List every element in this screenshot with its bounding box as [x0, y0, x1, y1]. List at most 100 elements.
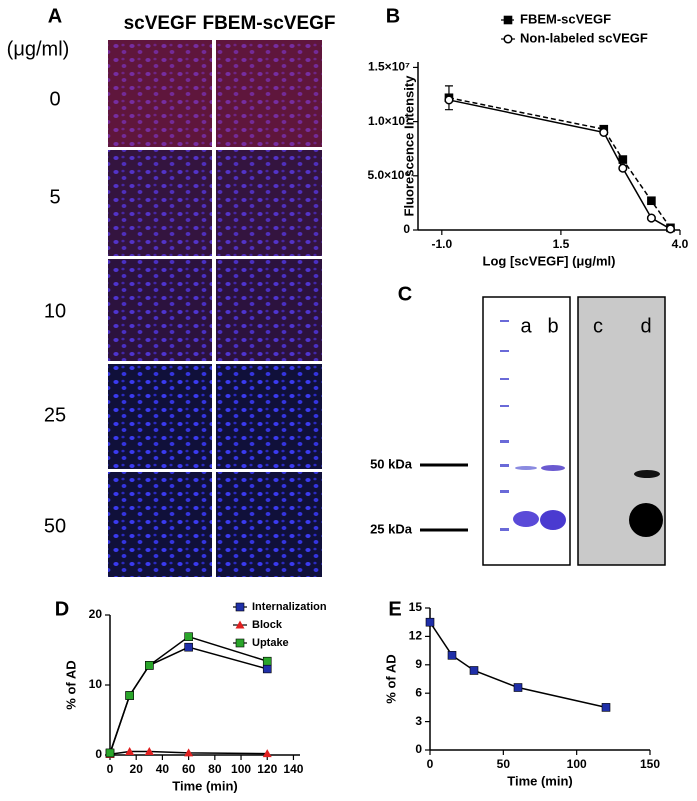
- point: [184, 632, 193, 642]
- y-tick-label: 20: [89, 607, 103, 621]
- micrograph-tint: [108, 259, 212, 361]
- panel-label: A: [48, 5, 62, 27]
- micrograph: [108, 40, 212, 147]
- y-tick-label: 10: [89, 677, 103, 691]
- legend-label: Internalization: [252, 601, 327, 613]
- point: [144, 747, 154, 755]
- point: [601, 703, 611, 712]
- x-tick-label: 60: [182, 762, 196, 776]
- band: [540, 510, 566, 530]
- point: [469, 666, 479, 675]
- lane-label: b: [547, 315, 558, 337]
- panel-label: D: [55, 598, 69, 620]
- legend-swatch: [235, 620, 245, 629]
- lane-label: d: [640, 315, 651, 337]
- lane-label: c: [593, 315, 603, 337]
- y-tick-label: 9: [415, 657, 422, 671]
- point: [646, 213, 656, 223]
- y-axis-label: Fluorescence Intensity: [401, 75, 416, 217]
- micrograph: [216, 259, 322, 361]
- legend-swatch: [503, 34, 513, 44]
- x-tick-label: 100: [567, 757, 587, 771]
- band: [634, 470, 660, 478]
- row-label: 5: [49, 186, 60, 208]
- point: [145, 661, 154, 670]
- micrograph: [108, 472, 212, 577]
- panel-label: B: [386, 5, 400, 27]
- x-tick-label: 100: [231, 762, 251, 776]
- x-tick-label: 4.0: [672, 237, 689, 251]
- lane-label: a: [520, 315, 532, 337]
- point: [125, 747, 135, 755]
- legend-swatch: [503, 15, 513, 25]
- x-tick-label: -1.0: [431, 237, 452, 251]
- x-tick-label: 0: [427, 757, 434, 771]
- row-label: 10: [44, 300, 66, 322]
- legend-label: FBEM-scVEGF: [520, 11, 611, 26]
- point: [262, 749, 272, 758]
- point: [599, 127, 609, 138]
- panel-label: C: [398, 283, 412, 305]
- y-tick-label: 15: [409, 600, 423, 614]
- x-axis-label: Log [scVEGF] (μg/ml): [483, 253, 616, 268]
- micrograph: [216, 40, 322, 147]
- series-line: [448, 99, 671, 230]
- micrograph: [108, 259, 212, 361]
- row-label: 50: [44, 515, 66, 537]
- x-axis-label: Time (min): [507, 773, 573, 788]
- point: [262, 664, 272, 674]
- micrograph-tint: [216, 150, 322, 256]
- panel-label: E: [388, 598, 401, 620]
- legend-label: Block: [252, 619, 283, 631]
- y-tick-label: 0: [403, 222, 410, 236]
- micrograph: [216, 472, 322, 577]
- column-header: scVEGF: [124, 13, 197, 34]
- point: [184, 748, 194, 757]
- x-tick-label: 80: [208, 762, 222, 776]
- y-tick-label: 0: [415, 742, 422, 756]
- y-axis-label: % of AD: [383, 654, 398, 703]
- x-tick-label: 0: [107, 762, 114, 776]
- series-line: [448, 97, 672, 229]
- micrograph: [108, 150, 212, 256]
- legend-swatch: [235, 638, 245, 648]
- x-tick-label: 140: [283, 762, 303, 776]
- x-axis-label: Time (min): [172, 778, 238, 793]
- marker-label: 25 kDa: [370, 521, 413, 536]
- column-header: FBEM-scVEGF: [202, 13, 335, 34]
- band: [541, 465, 565, 471]
- series-line: [109, 646, 268, 754]
- y-tick-label: 1.0×10⁷: [368, 114, 410, 128]
- y-tick-label: 5.0×10⁶: [367, 168, 410, 182]
- point: [665, 224, 676, 234]
- y-tick-label: 0: [95, 747, 102, 761]
- point: [262, 656, 272, 666]
- micrograph: [108, 364, 212, 469]
- point: [125, 691, 134, 700]
- point: [647, 196, 656, 206]
- micrograph-tint: [108, 150, 212, 256]
- x-tick-label: 40: [156, 762, 170, 776]
- micrograph-tint: [216, 40, 322, 147]
- micrograph: [216, 364, 322, 469]
- x-tick-label: 150: [640, 757, 660, 771]
- micrograph-tint: [216, 259, 322, 361]
- y-axis-label: % of AD: [63, 660, 78, 709]
- row-label: 0: [49, 88, 60, 110]
- legend-label: Non-labeled scVEGF: [520, 30, 648, 45]
- y-tick-label: 1.5×10⁷: [368, 60, 410, 74]
- y-tick-label: 3: [415, 714, 422, 728]
- band: [515, 466, 537, 470]
- unit-label: (μg/ml): [7, 38, 70, 60]
- micrograph-tint: [108, 40, 212, 147]
- legend-swatch: [235, 602, 245, 612]
- point: [618, 163, 628, 173]
- y-tick-label: 12: [409, 629, 423, 643]
- point: [425, 617, 435, 627]
- series-line: [429, 621, 607, 709]
- x-tick-label: 120: [257, 762, 277, 776]
- ladder: [500, 320, 509, 531]
- y-tick-label: 6: [415, 685, 422, 699]
- point: [105, 748, 115, 758]
